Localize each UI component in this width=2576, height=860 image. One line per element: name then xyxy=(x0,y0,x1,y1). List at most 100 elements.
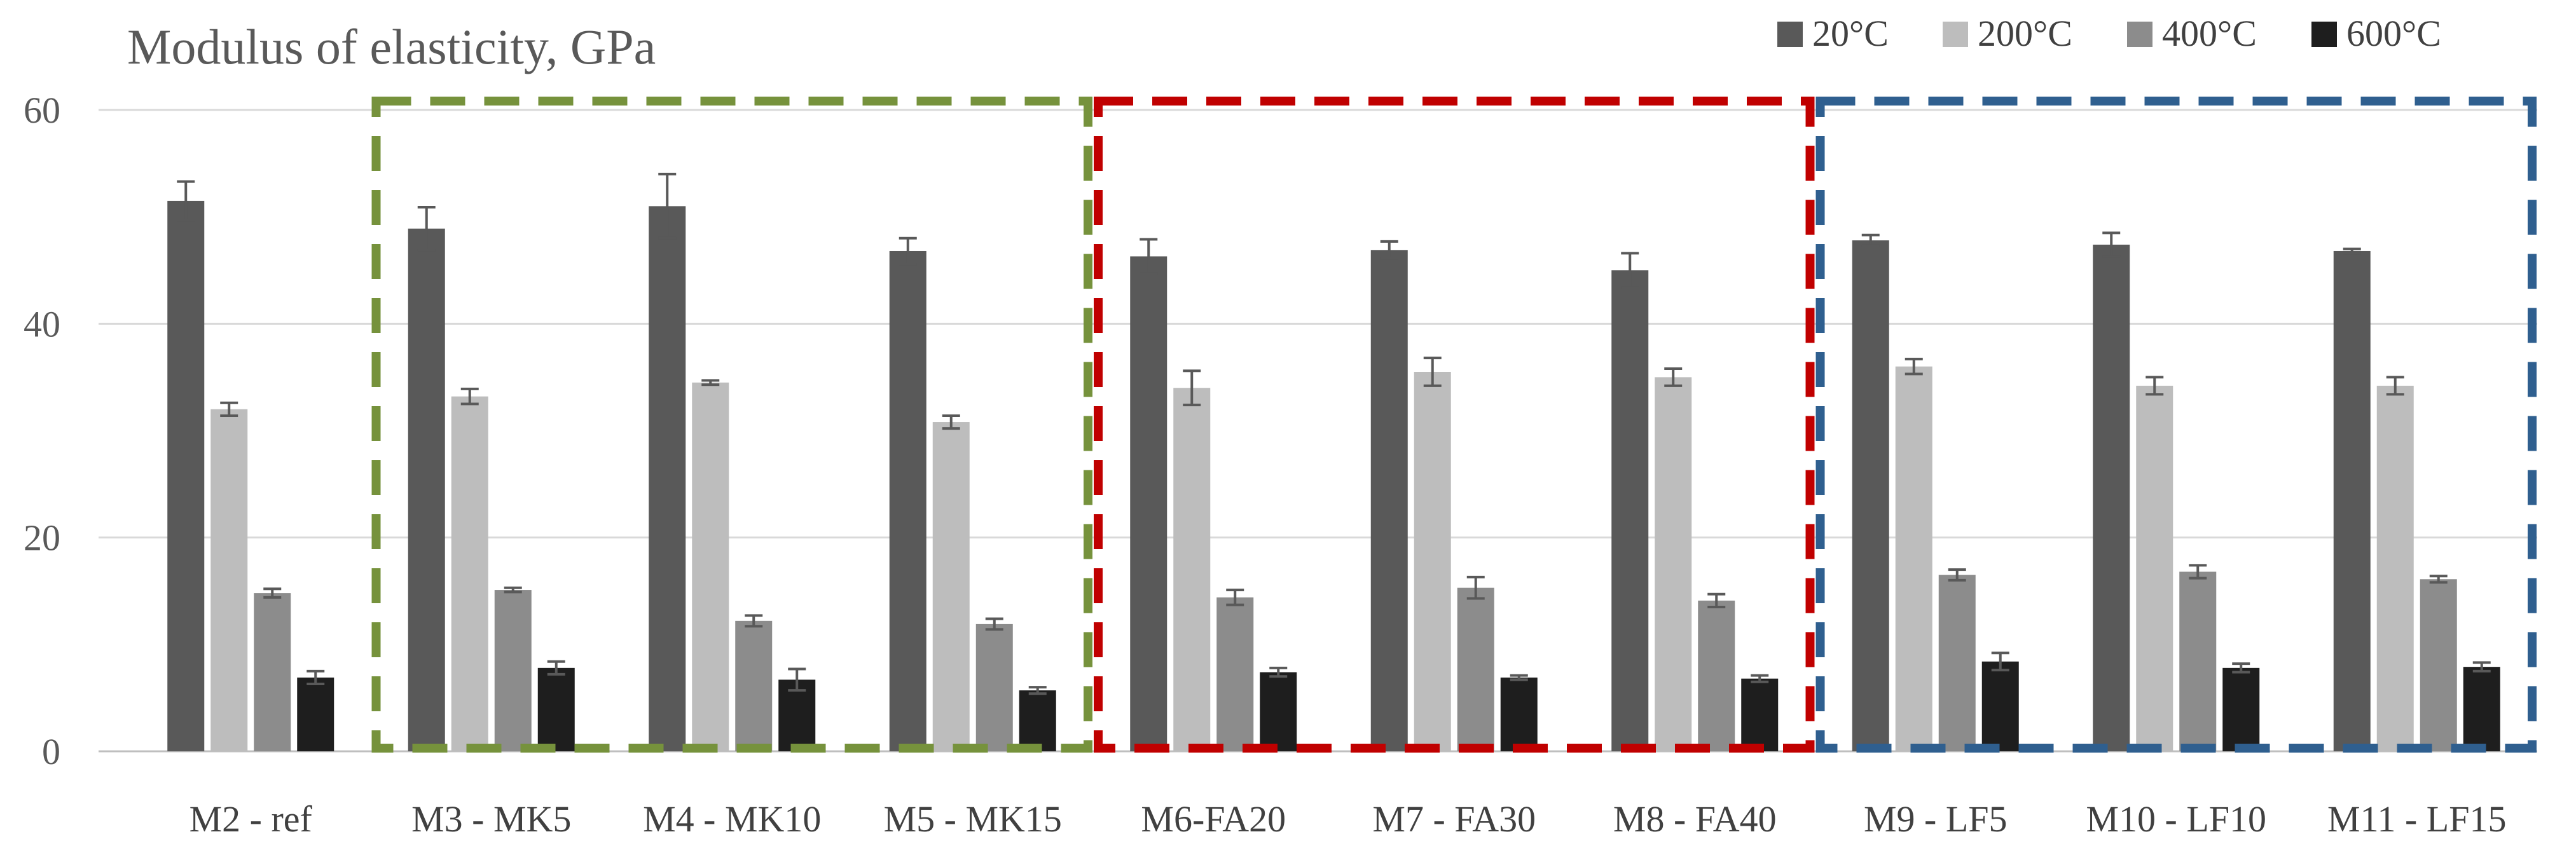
error-bars xyxy=(177,172,2491,695)
bar-m7-fa30-400-c xyxy=(1457,587,1494,751)
limestone-filler-group-box xyxy=(1815,97,2537,753)
bar-m2-ref-400-c xyxy=(254,593,291,751)
error-bar-m2-ref-20-c xyxy=(177,180,195,222)
legend-swatch-200-c xyxy=(1943,22,1968,47)
y-tick-label-0: 0 xyxy=(42,731,60,772)
error-bar-m7-fa30-600-c xyxy=(1510,674,1528,681)
legend: 20°C 200°C 400°C 600°C xyxy=(1777,13,2441,54)
y-tick-label-20: 20 xyxy=(24,517,60,559)
bar-m11-lf15-200-c xyxy=(2376,385,2414,751)
bar-m6-fa20-400-c xyxy=(1216,597,1254,751)
bar-m6-fa20-600-c xyxy=(1260,672,1297,751)
bar-m8-fa40-400-c xyxy=(1698,600,1735,751)
error-bar-m3-mk5-600-c xyxy=(547,660,565,676)
x-tick-label-m11-lf15: M11 - LF15 xyxy=(2327,798,2506,840)
y-axis-ticks: 0 20 40 60 xyxy=(24,90,60,772)
bar-m10-lf10-200-c xyxy=(2136,385,2173,751)
bar-m4-mk10-400-c xyxy=(735,620,773,751)
error-bar-m4-mk10-200-c xyxy=(701,379,720,386)
x-tick-label-m5-mk15: M5 - MK15 xyxy=(884,798,1062,840)
error-bar-m2-ref-200-c xyxy=(220,401,238,417)
error-bar-m4-mk10-400-c xyxy=(745,614,763,628)
error-bar-m3-mk5-200-c xyxy=(460,387,479,406)
bar-m8-fa40-20-c xyxy=(1611,270,1649,751)
bar-m9-lf5-600-c xyxy=(1981,661,2019,751)
error-bar-m8-fa40-400-c xyxy=(1707,592,1726,608)
error-bar-m6-fa20-200-c xyxy=(1183,369,1201,407)
bar-m7-fa30-20-c xyxy=(1370,250,1408,751)
error-bar-m7-fa30-400-c xyxy=(1466,575,1485,600)
error-bar-m2-ref-600-c xyxy=(307,669,325,686)
error-bar-m8-fa40-600-c xyxy=(1751,674,1769,683)
x-tick-label-m3-mk5: M3 - MK5 xyxy=(411,798,571,840)
error-bar-m6-fa20-400-c xyxy=(1226,589,1244,606)
bar-m6-fa20-20-c xyxy=(1130,256,1167,752)
error-bar-m9-lf5-600-c xyxy=(1991,652,2009,672)
legend-label-20-c: 20°C xyxy=(1812,13,1889,54)
group-boxes xyxy=(371,97,2537,753)
error-bar-m7-fa30-200-c xyxy=(1423,357,1442,387)
x-tick-label-m8-fa40: M8 - FA40 xyxy=(1613,798,1777,840)
error-bar-m2-ref-400-c xyxy=(263,587,282,599)
legend-label-400-c: 400°C xyxy=(2162,13,2257,54)
error-bar-m11-lf15-20-c xyxy=(2343,247,2361,255)
x-tick-label-m4-mk10: M4 - MK10 xyxy=(643,798,821,840)
bar-m5-mk15-400-c xyxy=(975,624,1013,751)
error-bar-m11-lf15-600-c xyxy=(2472,661,2491,672)
bar-m10-lf10-20-c xyxy=(2093,244,2130,751)
error-bar-m4-mk10-20-c xyxy=(658,172,677,240)
legend-swatch-600-c xyxy=(2311,22,2337,47)
bar-m10-lf10-600-c xyxy=(2222,667,2260,751)
error-bar-m5-mk15-20-c xyxy=(899,236,917,266)
error-bar-m5-mk15-400-c xyxy=(985,617,1003,631)
error-bar-m5-mk15-200-c xyxy=(942,414,960,430)
bar-m7-fa30-200-c xyxy=(1414,372,1451,751)
bar-m11-lf15-20-c xyxy=(2333,250,2371,752)
bar-m8-fa40-200-c xyxy=(1655,377,1692,751)
x-tick-label-m7-fa30: M7 - FA30 xyxy=(1372,798,1536,840)
x-tick-label-m9-lf5: M9 - LF5 xyxy=(1864,798,2008,840)
bar-m5-mk15-200-c xyxy=(932,422,970,751)
bar-m7-fa30-600-c xyxy=(1500,677,1538,751)
bar-m4-mk10-200-c xyxy=(692,382,729,751)
error-bar-m6-fa20-600-c xyxy=(1269,666,1288,678)
bar-m3-mk5-400-c xyxy=(494,590,532,751)
chart-title: Modulus of elasticity, GPa xyxy=(127,19,656,74)
bar-m3-mk5-200-c xyxy=(451,396,488,751)
bar-m5-mk15-600-c xyxy=(1019,690,1056,751)
metakaolin-group-box xyxy=(371,97,1092,753)
bar-m9-lf5-400-c xyxy=(1938,575,1976,751)
legend-swatch-400-c xyxy=(2127,22,2152,47)
error-bar-m7-fa30-20-c xyxy=(1380,240,1398,260)
x-tick-label-m6-fa20: M6-FA20 xyxy=(1141,798,1286,840)
error-bar-m6-fa20-20-c xyxy=(1140,238,1158,275)
error-bar-m11-lf15-200-c xyxy=(2386,376,2404,396)
legend-label-200-c: 200°C xyxy=(1978,13,2072,54)
bar-m11-lf15-600-c xyxy=(2463,667,2500,751)
error-bar-m11-lf15-400-c xyxy=(2429,575,2448,584)
bars xyxy=(167,200,2500,752)
error-bar-m5-mk15-600-c xyxy=(1028,686,1047,695)
bar-m9-lf5-20-c xyxy=(1852,240,1889,751)
x-tick-label-m2-ref: M2 - ref xyxy=(189,798,313,840)
error-bar-m4-mk10-600-c xyxy=(788,667,806,692)
x-axis-labels: M2 - ref M3 - MK5 M4 - MK10 M5 - MK15 M6-FA2… xyxy=(189,798,2507,840)
error-bar-m9-lf5-400-c xyxy=(1948,568,1966,582)
bar-m11-lf15-400-c xyxy=(2420,579,2457,751)
fly-ash-group-box xyxy=(1094,97,1815,753)
bar-m8-fa40-600-c xyxy=(1741,678,1779,751)
bar-m6-fa20-200-c xyxy=(1173,388,1211,751)
error-bar-m9-lf5-20-c xyxy=(1861,233,1880,247)
bar-m5-mk15-20-c xyxy=(889,250,926,752)
error-bar-m3-mk5-20-c xyxy=(417,206,436,252)
bar-m2-ref-200-c xyxy=(210,409,248,751)
error-bar-m10-lf10-400-c xyxy=(2189,564,2207,580)
legend-swatch-20-c xyxy=(1777,22,1803,47)
bar-m2-ref-600-c xyxy=(297,677,334,751)
bar-m9-lf5-200-c xyxy=(1895,366,1932,751)
y-tick-label-40: 40 xyxy=(24,303,60,345)
bar-m3-mk5-20-c xyxy=(408,228,445,751)
error-bar-m10-lf10-20-c xyxy=(2102,231,2121,258)
